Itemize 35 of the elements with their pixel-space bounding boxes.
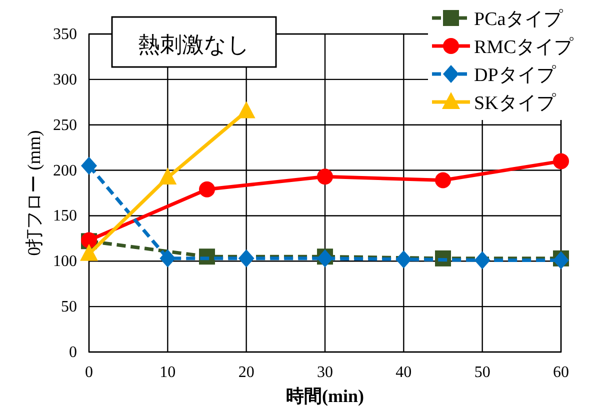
legend-label: RMCタイプ — [474, 37, 574, 58]
legend-label: SKタイプ — [474, 93, 556, 114]
legend-label: PCaタイプ — [474, 9, 564, 30]
point — [553, 251, 569, 270]
y-tick-label: 50 — [61, 298, 77, 316]
y-tick-label: 300 — [53, 71, 77, 88]
point — [317, 168, 333, 185]
point — [238, 249, 254, 268]
y-tick-label: 0 — [69, 344, 77, 361]
y-tick-label: 150 — [53, 208, 77, 225]
x-tick-label: 20 — [238, 364, 254, 381]
y-tick-label: 200 — [53, 162, 77, 180]
x-tick-label: 50 — [474, 364, 490, 381]
point — [435, 172, 451, 188]
x-tick-label: 0 — [85, 364, 93, 381]
title: 熱刺激なし — [111, 16, 277, 68]
y-axis-title: 0打フロー (mm) — [24, 130, 44, 256]
point — [81, 156, 97, 175]
y-tick-label: 350 — [53, 26, 77, 43]
point — [199, 181, 215, 198]
x-tick-label: 30 — [317, 364, 333, 381]
point — [160, 249, 176, 268]
chart-title: 熱刺激なし — [138, 32, 250, 57]
x-axis-title: 時間(min) — [286, 386, 364, 406]
point — [553, 153, 569, 170]
x-tick-label: 10 — [160, 364, 176, 381]
y-tick-label: 100 — [53, 253, 77, 270]
point — [474, 251, 490, 270]
x-tick-label: 60 — [553, 364, 569, 381]
y-tick-label: 250 — [53, 116, 77, 134]
point — [158, 168, 177, 185]
point — [237, 101, 256, 118]
legend-label: DPタイプ — [474, 65, 556, 86]
point — [396, 250, 412, 268]
x-tick-label: 40 — [396, 364, 412, 381]
